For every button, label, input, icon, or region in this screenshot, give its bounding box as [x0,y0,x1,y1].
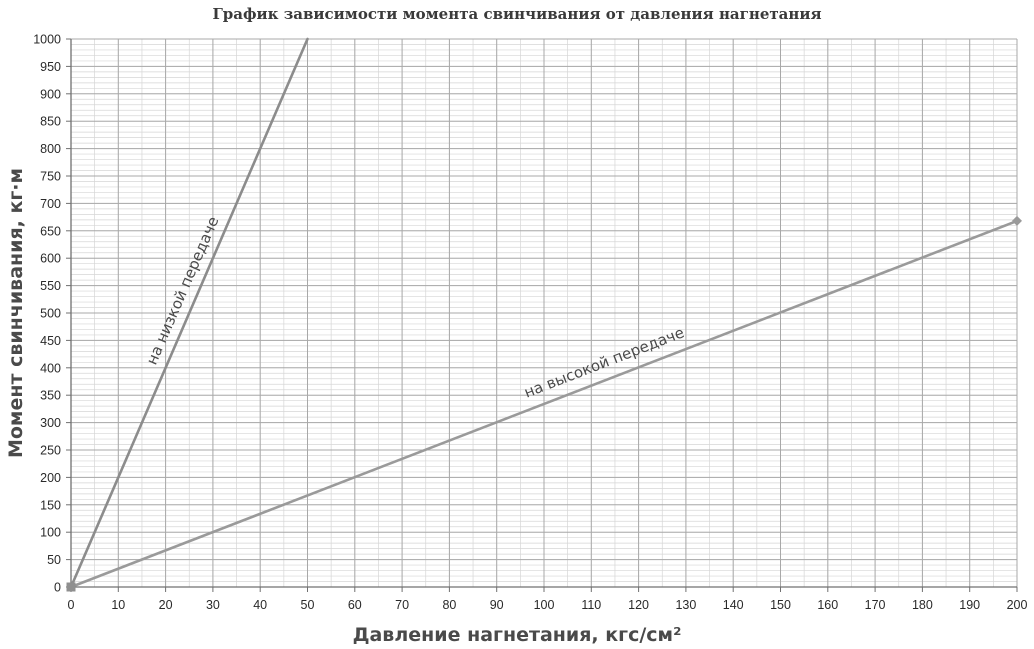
y-tick-label: 300 [40,416,61,430]
x-tick-label: 20 [159,598,173,612]
y-tick-label: 850 [40,115,61,129]
y-tick-label: 100 [40,526,61,540]
y-axis-label: Момент свинчивания, кг·м [5,168,27,458]
x-axis-ticks: 0 10 20 30 40 50 60 70 80 90 100 110 120 130 140 150 160… [68,587,1028,612]
x-tick-label: 170 [865,598,886,612]
x-tick-label: 90 [490,598,504,612]
y-tick-label: 700 [40,197,61,211]
x-tick-label: 50 [301,598,315,612]
y-tick-label: 1000 [33,33,61,47]
series-line-1 [69,219,1019,589]
x-tick-label: 80 [442,598,456,612]
x-tick-label: 190 [959,598,980,612]
x-tick-label: 140 [723,598,744,612]
series-marker-end [1012,215,1022,226]
y-tick-label: 900 [40,87,61,101]
x-tick-label: 40 [253,598,267,612]
y-tick-label: 650 [40,224,61,238]
x-axis-label: Давление нагнетания, кгс/см² [353,624,682,646]
y-tick-label: 250 [40,444,61,458]
x-tick-label: 10 [111,598,125,612]
x-tick-label: 60 [348,598,362,612]
x-tick-label: 130 [675,598,696,612]
y-tick-label: 450 [40,334,61,348]
y-tick-label: 600 [40,252,61,266]
y-axis-ticks: 0 50 100 150 200 250 300 350 400 450 500 550 600 650 7… [33,33,71,595]
y-tick-label: 400 [40,361,61,375]
y-tick-label: 500 [40,307,61,321]
y-tick-label: 550 [40,279,61,293]
series-marker-origin [66,582,76,592]
x-tick-label: 30 [206,598,220,612]
y-tick-label: 200 [40,471,61,485]
x-tick-label: 120 [628,598,649,612]
x-tick-label: 200 [1007,598,1028,612]
y-tick-label: 50 [47,553,61,567]
y-tick-label: 150 [40,498,61,512]
x-tick-label: 110 [581,598,601,612]
x-tick-label: 70 [395,598,409,612]
series-lines [66,37,1022,592]
y-tick-label: 0 [54,581,61,595]
x-tick-label: 0 [68,598,75,612]
y-tick-label: 950 [40,60,61,74]
x-tick-label: 160 [817,598,838,612]
x-tick-label: 180 [912,598,933,612]
series-line-0 [69,37,309,589]
x-tick-label: 150 [770,598,791,612]
y-tick-label: 750 [40,170,61,184]
x-tick-label: 100 [534,598,555,612]
chart-title: График зависимости момента свинчивания о… [212,5,821,23]
y-tick-label: 350 [40,389,61,403]
y-tick-label: 800 [40,142,61,156]
